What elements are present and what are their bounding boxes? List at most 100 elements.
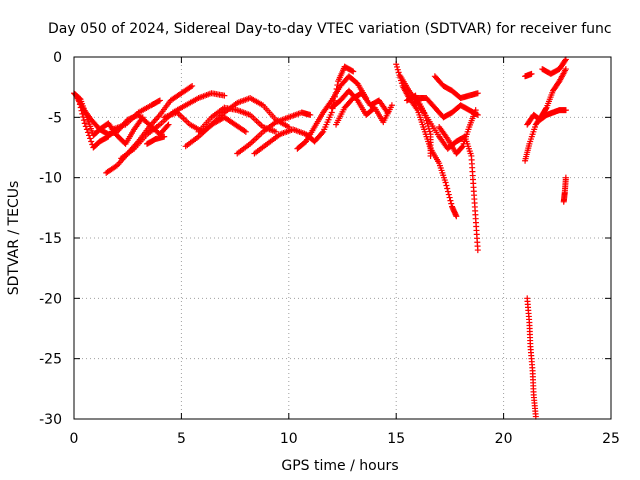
- data-point: [562, 57, 569, 64]
- data-point: [425, 123, 432, 130]
- y-tick-label: -15: [39, 231, 62, 247]
- y-axis-label: SDTVAR / TECUs: [6, 181, 22, 296]
- data-point: [453, 213, 460, 220]
- data-point: [448, 200, 455, 207]
- data-point: [161, 133, 168, 140]
- x-tick-labels: 0 5 10 15 20 25: [70, 431, 620, 447]
- data-point: [424, 120, 431, 127]
- series-track-o: [333, 90, 391, 128]
- series-track-x: [522, 66, 569, 164]
- x-tick-label: 25: [602, 431, 620, 447]
- data-point: [350, 68, 357, 75]
- data-point: [241, 127, 248, 134]
- data-point: [562, 107, 569, 114]
- x-tick-label: 15: [387, 431, 405, 447]
- data-point: [426, 128, 433, 135]
- data-point: [307, 111, 314, 118]
- data-point: [395, 69, 402, 76]
- data-point: [84, 129, 91, 136]
- data-point: [384, 109, 391, 116]
- data-point: [165, 121, 172, 128]
- y-tick-label: -25: [39, 352, 62, 368]
- data-point: [75, 95, 82, 102]
- data-point: [156, 97, 163, 104]
- data-point: [474, 247, 481, 254]
- data-point: [83, 126, 90, 133]
- data-point: [528, 70, 535, 77]
- data-point: [81, 120, 88, 127]
- data-point: [388, 102, 395, 109]
- data-point: [458, 144, 465, 151]
- data-point: [242, 128, 249, 135]
- data-points: [71, 56, 569, 420]
- x-tick-label: 5: [177, 431, 186, 447]
- y-tick-label: -10: [39, 171, 62, 187]
- data-point: [422, 114, 429, 121]
- series-track-f: [144, 133, 168, 147]
- series-track-k: [234, 109, 314, 157]
- y-tick-label: -20: [39, 291, 62, 307]
- series-track-z: [560, 174, 569, 205]
- data-point: [349, 67, 356, 74]
- series-track-drop: [524, 295, 539, 420]
- chart-title: Day 050 of 2024, Sidereal Day-to-day VTE…: [48, 21, 612, 37]
- data-point: [474, 111, 481, 118]
- y-tick-label: -30: [39, 412, 62, 428]
- series-track-c: [75, 95, 112, 151]
- data-point: [442, 179, 449, 186]
- data-point: [421, 112, 428, 119]
- data-point: [447, 197, 454, 204]
- series-track-r: [403, 92, 434, 159]
- x-tick-label: 0: [70, 431, 79, 447]
- data-point: [164, 122, 171, 129]
- data-point: [446, 194, 453, 201]
- y-tick-labels: 0 -5 -10 -15 -20 -25 -30: [39, 50, 62, 428]
- series-track-p: [393, 61, 460, 220]
- data-point: [86, 132, 93, 139]
- x-tick-label: 20: [495, 431, 513, 447]
- data-point: [87, 135, 94, 142]
- data-point: [443, 182, 450, 189]
- data-point: [472, 107, 479, 114]
- data-point: [82, 123, 89, 130]
- data-point: [76, 101, 83, 108]
- data-point: [104, 134, 111, 141]
- x-tick-label: 10: [280, 431, 298, 447]
- data-point: [396, 72, 403, 79]
- data-point: [445, 191, 452, 198]
- data-point: [423, 117, 430, 124]
- data-point: [562, 174, 569, 181]
- series-track-g: [109, 97, 163, 133]
- data-point: [394, 63, 401, 70]
- series-track-v: [522, 70, 535, 80]
- data-point: [189, 82, 196, 89]
- data-point: [88, 138, 95, 145]
- data-point: [187, 83, 194, 90]
- series-track-e: [118, 90, 228, 162]
- data-point: [155, 98, 162, 105]
- series-track-t: [431, 73, 481, 102]
- series-track-s: [414, 95, 481, 121]
- series-track-w: [539, 56, 569, 77]
- y-tick-label: -5: [48, 110, 62, 126]
- data-point: [474, 90, 481, 97]
- data-point: [79, 110, 86, 117]
- data-point: [421, 109, 428, 116]
- series-track-m: [294, 73, 370, 152]
- data-point: [105, 133, 112, 140]
- x-axis-label: GPS time / hours: [281, 458, 398, 474]
- data-point: [425, 125, 432, 132]
- data-point: [427, 152, 434, 159]
- data-point: [445, 188, 452, 195]
- data-point: [319, 130, 326, 137]
- y-tick-label: 0: [53, 50, 62, 66]
- data-point: [80, 114, 87, 121]
- axis-ticks: [73, 56, 612, 420]
- data-point: [78, 107, 85, 114]
- data-point: [562, 66, 569, 73]
- data-point: [394, 66, 401, 73]
- data-point: [77, 104, 84, 111]
- series-track-u: [436, 107, 479, 157]
- series-track-y: [524, 107, 569, 128]
